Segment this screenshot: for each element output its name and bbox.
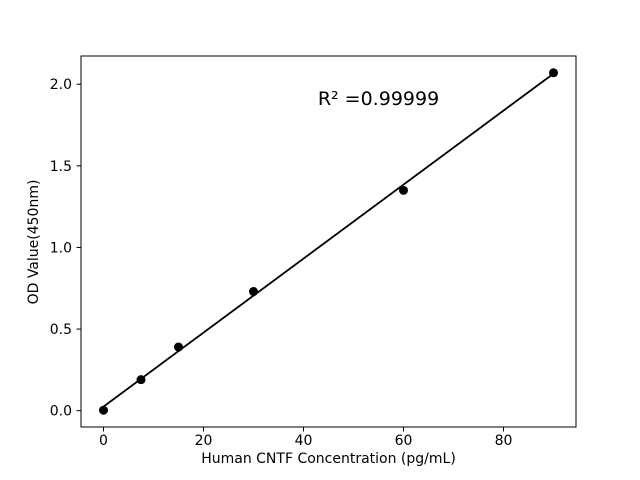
x-tick-label: 0 — [99, 433, 108, 449]
data-point — [549, 68, 558, 78]
data-point — [99, 405, 108, 415]
y-tick-label: 0.5 — [50, 322, 72, 338]
y-tick-label: 2.0 — [50, 77, 72, 93]
x-tick-label: 60 — [395, 433, 413, 449]
plot-frame — [80, 55, 577, 428]
trend-line — [102, 72, 555, 408]
data-point — [399, 185, 408, 195]
y-tick-label: 0.0 — [50, 404, 72, 420]
y-tick-label: 1.0 — [50, 240, 72, 256]
data-point — [174, 342, 183, 352]
x-tick-label: 20 — [195, 433, 213, 449]
x-tick-label: 80 — [495, 433, 513, 449]
x-tick-label: 40 — [295, 433, 313, 449]
y-tick-label: 1.5 — [50, 159, 72, 175]
data-point — [136, 375, 146, 385]
data-point — [249, 287, 258, 297]
